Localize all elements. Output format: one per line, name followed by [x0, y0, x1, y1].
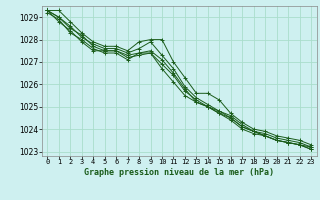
X-axis label: Graphe pression niveau de la mer (hPa): Graphe pression niveau de la mer (hPa) [84, 168, 274, 177]
